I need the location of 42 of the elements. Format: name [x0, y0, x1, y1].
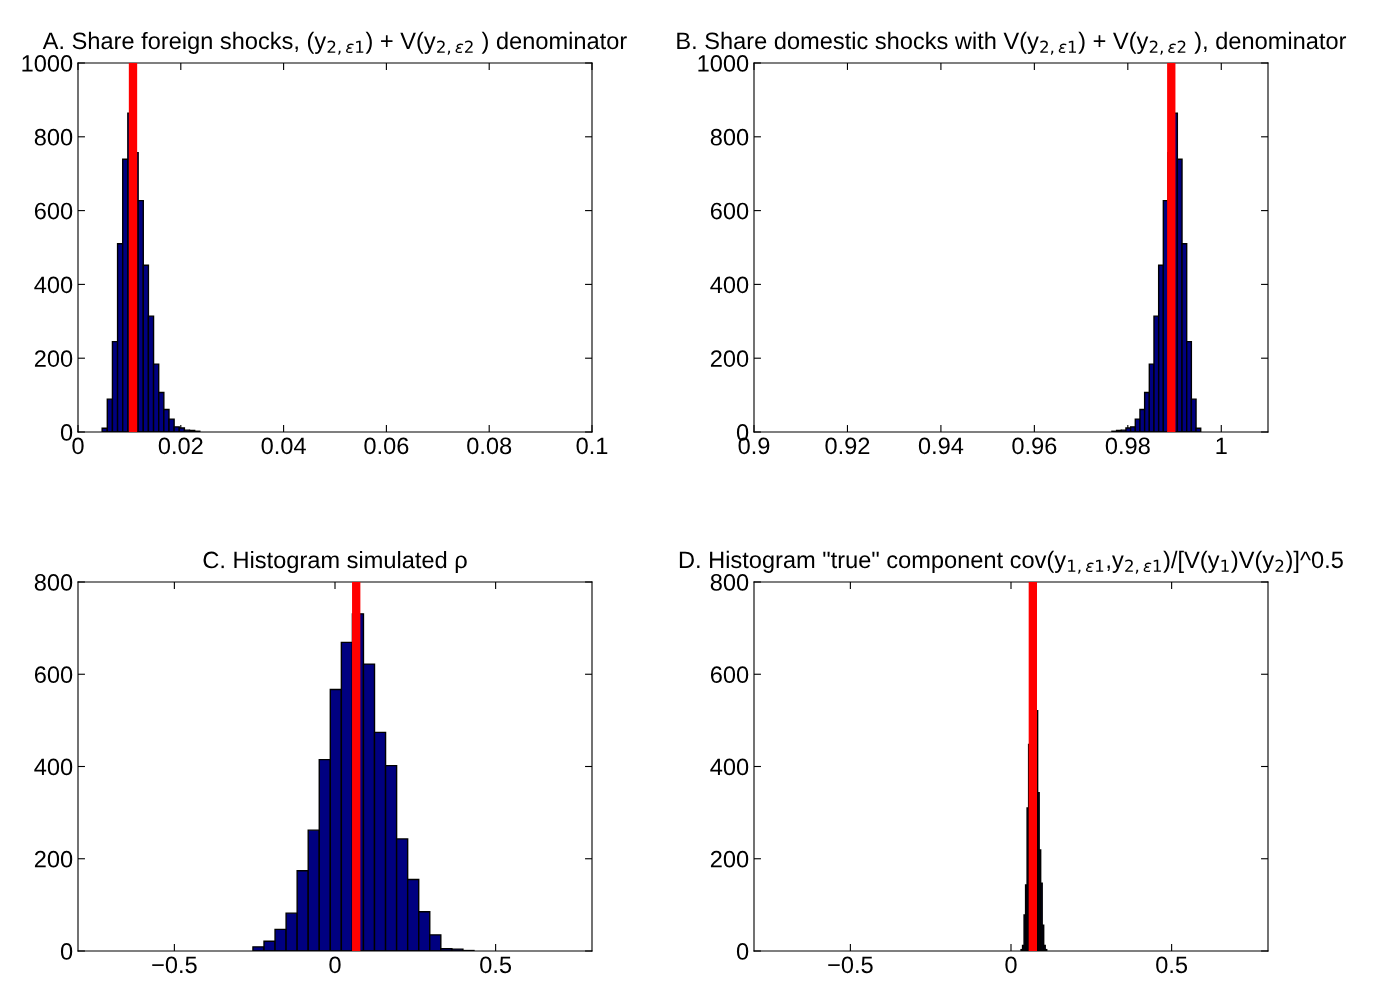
x-tick-label: 0	[72, 437, 84, 455]
y-tick-label: 400	[34, 276, 73, 294]
x-tick-label: 0.1	[576, 437, 608, 455]
y-tick-label: 0	[736, 943, 749, 960]
chart-title: A. Share foreign shocks, (y$_{2,ε1}$) + V(y$_{2,ε2}$ ) denominator	[42, 31, 627, 55]
y-tick-label: 0	[60, 424, 73, 441]
x-tick-label: 0.96	[1012, 437, 1057, 455]
x-tick-label: 0.92	[825, 437, 870, 455]
y-tick-label: 200	[34, 850, 73, 868]
y-tick-label: 600	[710, 666, 749, 684]
x-tick-label: 1	[1216, 437, 1227, 454]
chart-title: C. Histogram simulated ρ	[203, 551, 467, 574]
x-tick-label: 0.5	[1156, 956, 1188, 974]
y-tick-label: 1000	[22, 55, 73, 72]
x-tick-label: 0.94	[918, 437, 964, 455]
x-tick-label: 0.5	[480, 956, 512, 974]
x-tick-label: 0.98	[1105, 437, 1150, 455]
y-tick-label: 200	[34, 350, 73, 367]
y-tick-label: 600	[710, 202, 749, 220]
x-tick-label: −0.5	[152, 956, 197, 974]
y-tick-label: 0	[60, 943, 73, 960]
y-tick-label: 800	[34, 128, 73, 146]
x-tick-label: 0	[1005, 956, 1017, 974]
chart-title: D. Histogram "true" component cov(y$_{1,ε1}$,y$_{2,ε1}$)/[V(y$_{1}$)V(y$_{2}$)]^0.5	[679, 550, 1343, 574]
y-tick-label: 200	[710, 850, 749, 868]
y-tick-label: 1000	[698, 55, 749, 72]
x-tick-label: 0	[329, 956, 341, 974]
y-tick-label: 800	[710, 128, 749, 146]
y-tick-label: 400	[710, 758, 749, 776]
x-tick-label: −0.5	[828, 956, 873, 974]
x-tick-label: 0.08	[467, 437, 512, 455]
x-tick-label: 0.02	[158, 437, 203, 455]
y-tick-label: 200	[710, 350, 749, 367]
chart-title: B. Share domestic shocks with V(y$_{2,ε1}$) + V(y$_{2,ε2}$ ), denominator	[677, 31, 1347, 55]
y-tick-label: 400	[710, 276, 749, 294]
y-tick-label: 600	[34, 202, 73, 220]
y-tick-label: 600	[34, 666, 73, 684]
x-tick-label: 0.06	[364, 437, 409, 455]
y-tick-label: 400	[34, 758, 73, 776]
x-tick-label: 0.04	[261, 437, 306, 455]
y-tick-label: 800	[34, 574, 73, 591]
y-tick-label: 800	[710, 574, 749, 591]
